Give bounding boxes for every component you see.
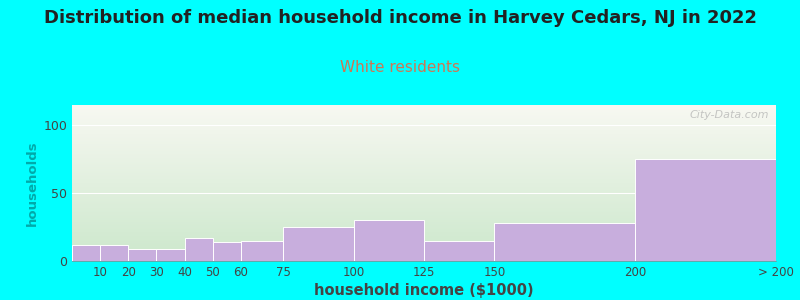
Bar [354,220,424,261]
Bar [424,241,494,261]
Bar [283,227,354,261]
Bar [128,249,157,261]
Text: City-Data.com: City-Data.com [690,110,769,120]
Bar [635,159,776,261]
Bar [72,245,100,261]
Bar [213,242,241,261]
Bar [157,249,185,261]
Bar [185,238,213,261]
Text: Distribution of median household income in Harvey Cedars, NJ in 2022: Distribution of median household income … [43,9,757,27]
X-axis label: household income ($1000): household income ($1000) [314,283,534,298]
Bar [100,245,128,261]
Y-axis label: households: households [26,140,39,226]
Bar [494,223,635,261]
Text: White residents: White residents [340,60,460,75]
Bar [241,241,283,261]
